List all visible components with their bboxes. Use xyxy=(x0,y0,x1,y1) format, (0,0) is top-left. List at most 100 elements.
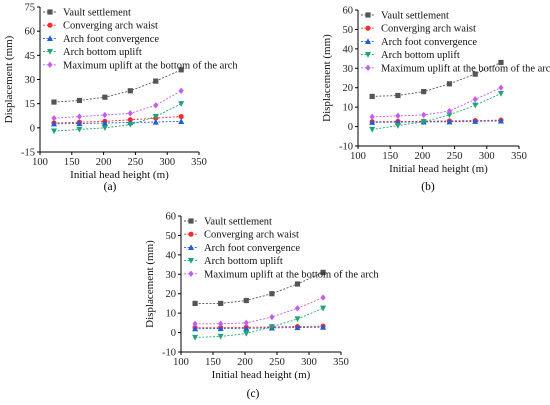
panel-label: (a) xyxy=(104,181,117,193)
y-tick-label: 15 xyxy=(25,99,36,110)
x-tick-label: 350 xyxy=(191,157,207,168)
series-line xyxy=(53,120,182,125)
legend-marker xyxy=(47,61,53,68)
data-point xyxy=(153,102,159,109)
legend-entry: Arch bottom uplift xyxy=(381,50,460,61)
x-tick-label: 200 xyxy=(237,357,253,368)
y-tick-label: 50 xyxy=(343,25,354,36)
x-tick-label: 150 xyxy=(205,357,221,368)
legend-marker xyxy=(188,244,194,250)
series-4 xyxy=(50,101,185,135)
data-point xyxy=(446,107,453,115)
legend-marker xyxy=(188,231,194,237)
series-3 xyxy=(192,323,327,332)
legend-marker xyxy=(47,22,53,28)
data-point xyxy=(498,84,504,91)
data-point xyxy=(178,118,185,124)
series-1 xyxy=(192,269,326,307)
legend-marker xyxy=(188,258,194,264)
data-point xyxy=(76,113,83,120)
series-line xyxy=(195,307,324,338)
series-4 xyxy=(369,90,504,133)
legend-entry: Converging arch waist xyxy=(63,21,158,32)
data-point xyxy=(192,334,199,341)
series-5 xyxy=(192,294,326,328)
y-tick-label: 40 xyxy=(343,44,354,55)
series-2 xyxy=(51,113,184,126)
y-tick-label: 10 xyxy=(166,309,177,320)
x-tick-label: 100 xyxy=(32,157,48,168)
legend-marker xyxy=(47,35,53,41)
x-tick-label: 150 xyxy=(64,157,80,168)
data-point xyxy=(320,294,326,301)
data-point xyxy=(127,88,133,94)
data-point xyxy=(192,300,198,307)
y-tick-label: 0 xyxy=(348,122,353,133)
data-point xyxy=(51,99,57,105)
series-3 xyxy=(369,117,504,125)
legend-entry: Maximum uplift at the bottom of the arch xyxy=(63,60,238,71)
data-point xyxy=(369,113,375,121)
data-point xyxy=(152,118,159,125)
data-point xyxy=(369,126,376,133)
data-point xyxy=(218,320,224,328)
legend-entry: Maximum uplift at the bottom of the arch xyxy=(381,63,550,74)
data-point xyxy=(217,325,224,332)
y-tick-label: 20 xyxy=(166,289,177,300)
data-point xyxy=(472,118,479,124)
x-axis-label: Initial head height (m) xyxy=(389,163,488,175)
data-point xyxy=(269,313,275,321)
y-tick-label: 30 xyxy=(166,270,177,281)
chart-panel-1: 100 150 200 250 300 350 -15 0 15 30 45 60 75 Initial … xyxy=(3,3,238,182)
data-point xyxy=(394,123,401,129)
series-line xyxy=(53,90,182,119)
series-line xyxy=(195,297,324,325)
y-tick-label: 20 xyxy=(343,83,354,94)
series-line xyxy=(53,69,182,103)
data-point xyxy=(268,324,275,330)
legend-entry: Arch foot convergence xyxy=(381,37,477,48)
y-tick-label: -10 xyxy=(339,142,353,153)
data-point xyxy=(498,59,504,66)
y-tick-label: 60 xyxy=(25,27,36,38)
data-point xyxy=(217,333,224,340)
x-tick-label: 150 xyxy=(382,151,398,162)
x-tick-label: 200 xyxy=(415,151,431,162)
legend-entry: Arch bottom uplift xyxy=(63,47,142,58)
series-line xyxy=(195,271,324,304)
legend: Vault settlement Converging arch waist Arc… xyxy=(184,217,379,280)
data-point xyxy=(101,125,108,132)
y-axis-label: Displacement (mm) xyxy=(3,35,15,123)
data-point xyxy=(76,97,83,104)
x-axis-label: Initial head height (m) xyxy=(70,169,169,181)
x-tick-label: 100 xyxy=(350,151,366,162)
y-tick-label: -15 xyxy=(21,148,35,159)
y-tick-label: 40 xyxy=(166,250,177,261)
x-tick-label: 350 xyxy=(333,357,349,368)
legend-marker xyxy=(47,9,53,15)
panel-label: (b) xyxy=(421,181,435,193)
data-point xyxy=(472,71,478,77)
series-5 xyxy=(51,87,184,122)
legend-marker xyxy=(188,270,194,277)
y-tick-label: 60 xyxy=(343,6,354,17)
data-point xyxy=(51,114,57,122)
x-tick-label: 300 xyxy=(159,157,175,168)
legend: Vault settlement Converging arch waist Arc… xyxy=(361,11,550,74)
legend-marker xyxy=(188,218,194,224)
legend-entry: Converging arch waist xyxy=(204,230,299,241)
data-point xyxy=(101,119,108,126)
series-2 xyxy=(192,323,326,331)
data-point xyxy=(269,291,275,297)
x-axis-label: Initial head height (m) xyxy=(212,369,311,381)
y-tick-label: 50 xyxy=(166,231,177,242)
data-point xyxy=(76,120,83,127)
y-tick-label: 10 xyxy=(343,103,354,114)
data-point xyxy=(50,128,57,135)
y-tick-label: 45 xyxy=(25,51,36,62)
series-3 xyxy=(50,118,185,127)
data-point xyxy=(369,119,376,125)
data-point xyxy=(152,113,159,120)
data-point xyxy=(178,87,184,94)
y-axis-label: Displacement (mm) xyxy=(321,34,333,122)
